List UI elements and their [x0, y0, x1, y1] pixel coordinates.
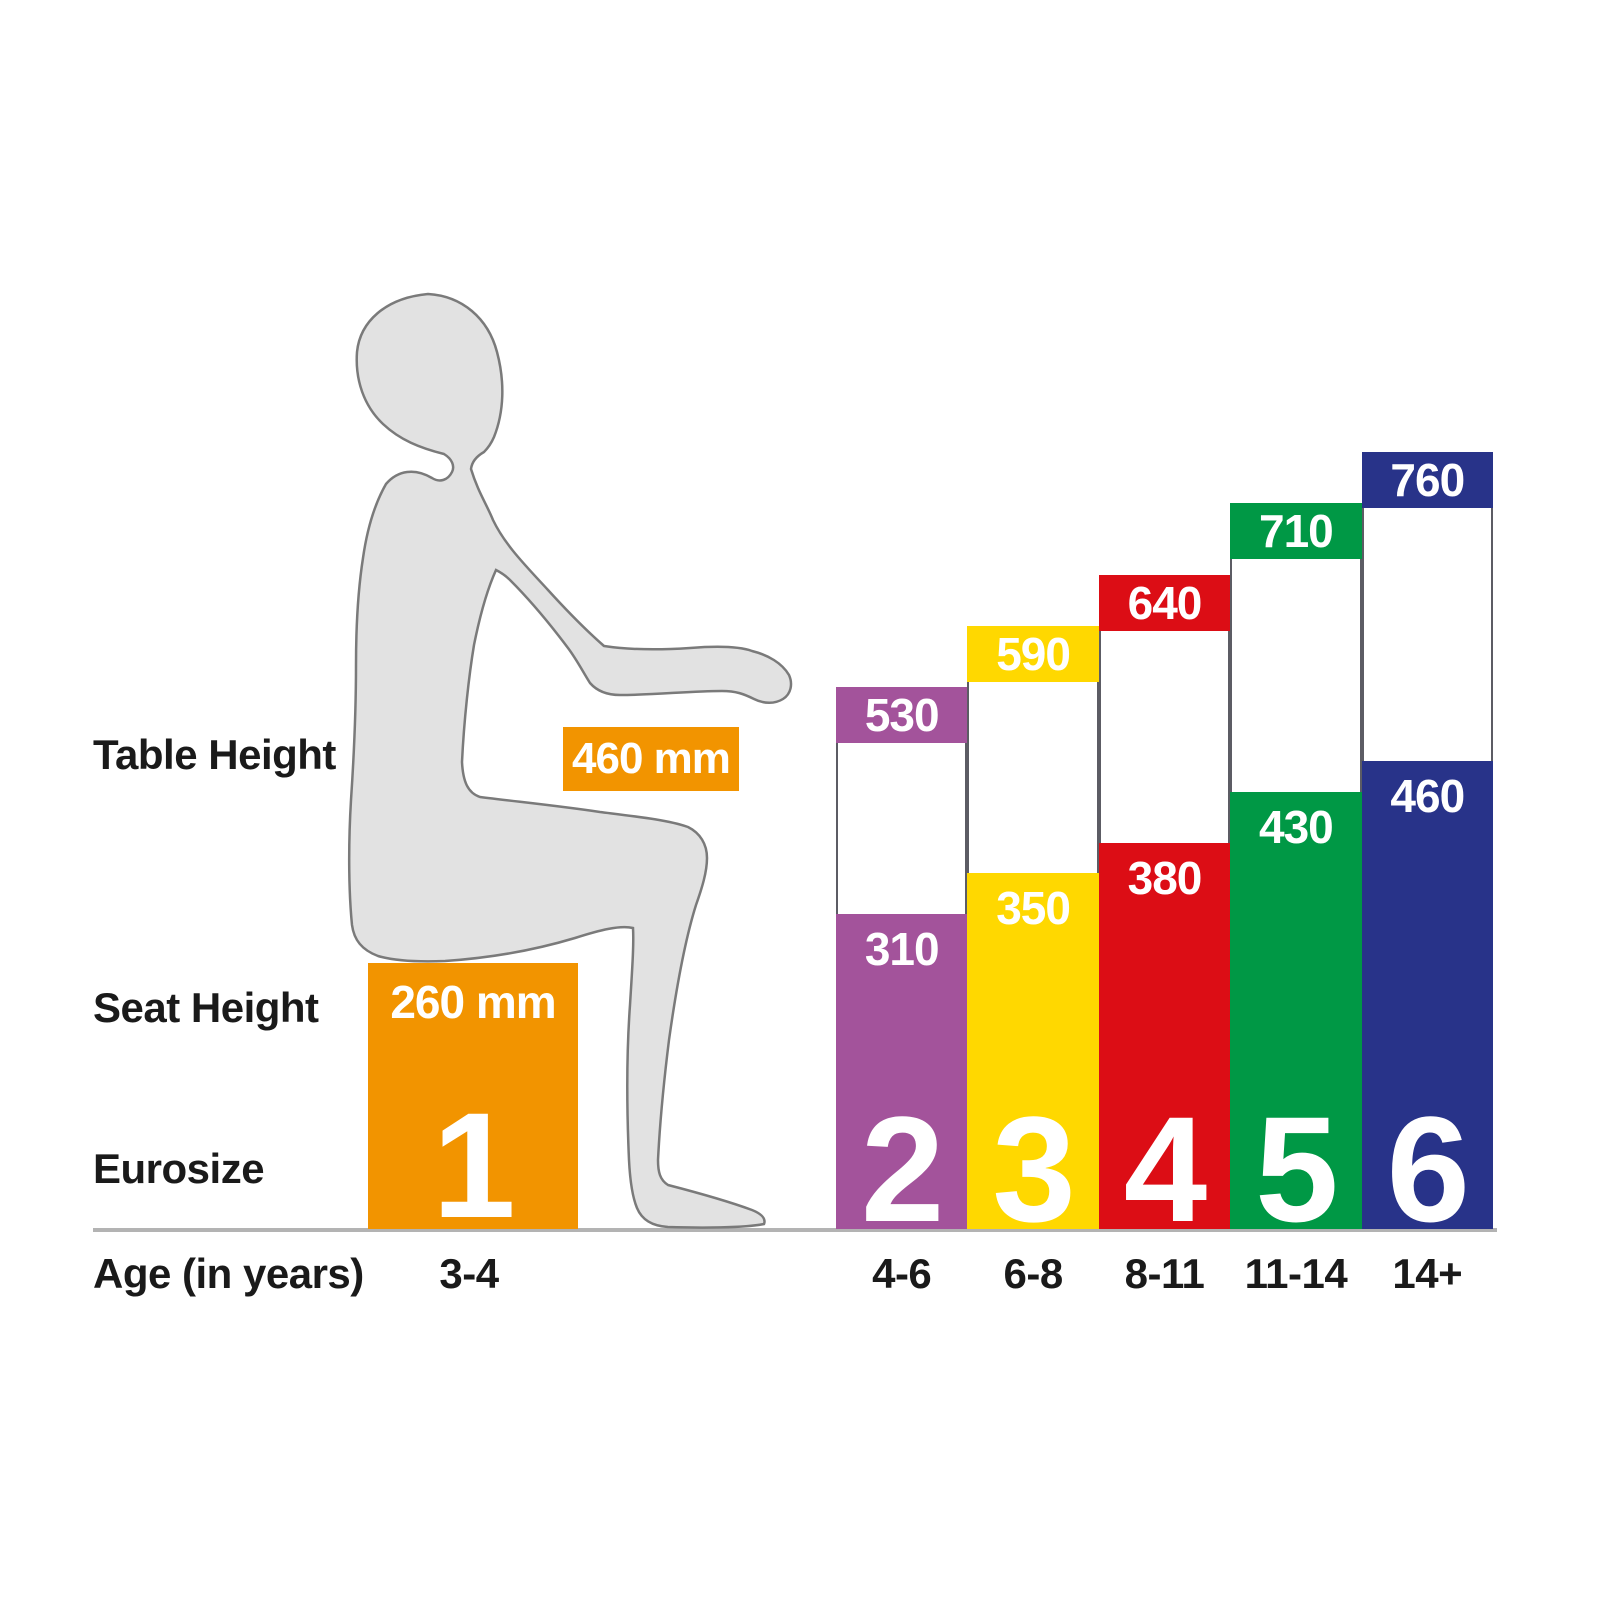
eurosize-number: 2: [860, 1084, 944, 1253]
eurosize-number: 5: [1255, 1084, 1338, 1253]
table-height-value: 710: [1259, 505, 1334, 558]
size-column-5: 710 430 5: [1230, 503, 1362, 1253]
table-height-value: 590: [996, 628, 1071, 681]
age-label: 4-6: [872, 1250, 932, 1297]
eurosize-number: 3: [992, 1084, 1075, 1253]
table-height-block: 760: [1361, 452, 1493, 509]
table-height-block: 530: [836, 687, 968, 744]
table-height-value: 760: [1390, 454, 1465, 507]
size-column-4: 640 380 4: [1098, 574, 1231, 1253]
seat-height-value: 460: [1390, 769, 1465, 822]
seat-height-block: 310 2: [836, 914, 968, 1253]
seat-height-block: 430 5: [1230, 791, 1362, 1253]
size1-seat-block: 260 mm 1: [368, 963, 578, 1249]
seat-height-block: 380 4: [1098, 842, 1231, 1253]
eurosize-number: 4: [1123, 1084, 1207, 1253]
table-height-block: 640: [1098, 574, 1231, 631]
age-label: 11-14: [1244, 1250, 1348, 1297]
seat-height-block: 350 3: [967, 873, 1099, 1253]
table-height-label: Table Height: [93, 731, 336, 778]
size1-seat-height-value: 260 mm: [390, 976, 556, 1028]
age-label: 8-11: [1124, 1250, 1205, 1297]
seat-height-label: Seat Height: [93, 984, 319, 1031]
size-column-2: 530 310 2: [836, 687, 968, 1253]
size-column-6: 760 460 6: [1361, 452, 1493, 1253]
table-height-block: 710: [1230, 503, 1362, 560]
age-label: 14+: [1392, 1250, 1463, 1297]
table-height-block: 590: [967, 626, 1099, 683]
table-height-value: 530: [864, 689, 940, 742]
seat-height-value: 310: [864, 923, 940, 976]
eurosize-label: Eurosize: [93, 1145, 265, 1192]
size1-table-height-value: 460 mm: [563, 726, 739, 791]
eurosize-number: 6: [1386, 1084, 1470, 1253]
age-axis-label: Age (in years): [93, 1250, 364, 1297]
age-label: 3-4: [439, 1250, 499, 1297]
ground-line: [93, 1228, 1497, 1232]
size-column-3: 590 350 3: [967, 626, 1099, 1253]
seat-height-value: 350: [996, 882, 1071, 935]
seat-height-block: 460 6: [1361, 760, 1493, 1253]
size1-eurosize-number: 1: [432, 1081, 515, 1249]
age-label: 6-8: [1003, 1250, 1063, 1297]
table-height-value: 640: [1127, 576, 1203, 629]
seat-height-value: 430: [1259, 800, 1334, 853]
seat-height-value: 380: [1127, 851, 1203, 904]
